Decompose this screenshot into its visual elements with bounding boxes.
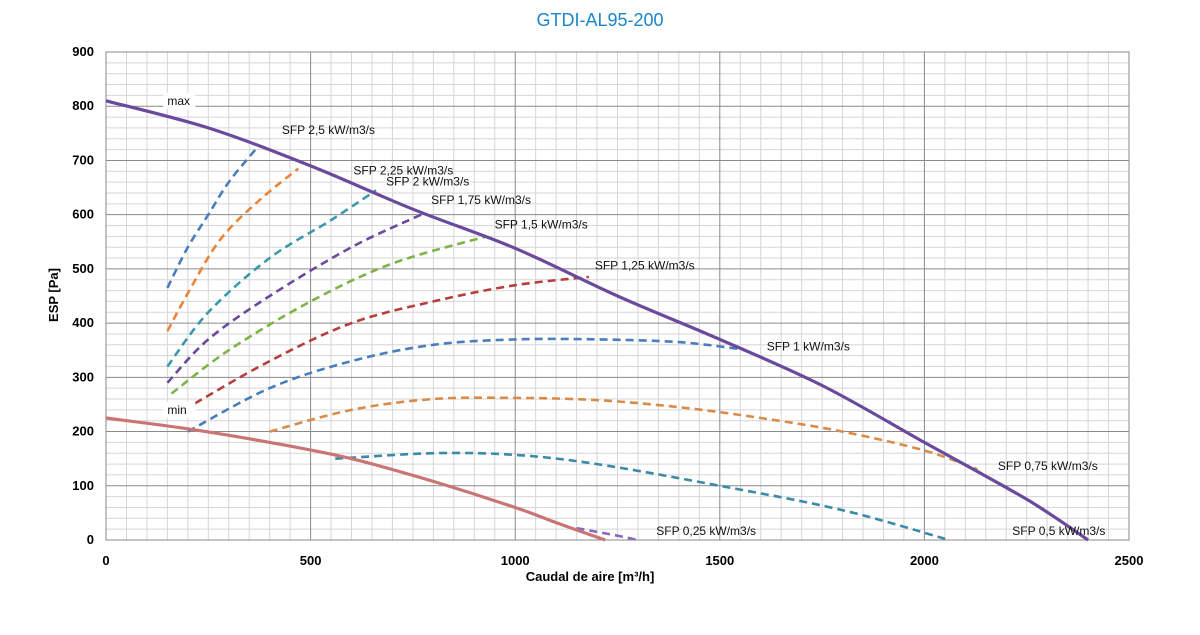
y-tick-label: 300 — [72, 369, 94, 384]
sfp-curve-label: SFP 1,75 kW/m3/s — [431, 193, 531, 207]
series-line-sfp-2-25-kw-m3-s — [166, 167, 300, 332]
sfp-curve-label: SFP 1,25 kW/m3/s — [595, 258, 695, 272]
x-tick-label: 1500 — [705, 553, 734, 568]
sfp-curve-label: SFP 0,25 kW/m3/s — [656, 524, 756, 538]
series-line-sfp-2-5-kw-m3-s — [166, 148, 257, 289]
x-axis-label: Caudal de aire [m³/h] — [526, 569, 655, 584]
y-tick-label: 0 — [87, 532, 94, 547]
sfp-curve-label: SFP 2,5 kW/m3/s — [282, 123, 375, 137]
series-line-sfp-2-kw-m3-s — [166, 189, 377, 368]
chart-title: GTDI-AL95-200 — [536, 10, 663, 30]
y-tick-label: 700 — [72, 152, 94, 167]
y-tick-label: 400 — [72, 315, 94, 330]
y-tick-label: 900 — [72, 44, 94, 59]
sfp-curve-label: SFP 0,5 kW/m3/s — [1012, 524, 1105, 538]
sfp-curve-label: SFP 1 kW/m3/s — [767, 340, 850, 354]
label-backdrop — [163, 401, 196, 418]
sfp-curve-label: SFP 2,25 kW/m3/s — [353, 163, 453, 177]
curve-label-max: max — [167, 94, 190, 108]
grid — [105, 51, 1130, 541]
axes: 0 500 1000 1500 2000 2500 0 100 200 300 400 500 600 7… — [72, 44, 1143, 568]
curve-label-min: min — [167, 403, 186, 417]
series-line-sfp-1-kw-m3-s — [187, 337, 741, 433]
series-line-sfp-1-25-kw-m3-s — [183, 275, 590, 412]
sfp-curve-label: SFP 0,75 kW/m3/s — [998, 459, 1098, 473]
series-line-sfp-1-75-kw-m3-s — [166, 213, 422, 384]
y-axis-label: ESP [Pa] — [46, 268, 61, 322]
y-tick-label: 200 — [72, 424, 94, 439]
series-line-max — [105, 99, 1089, 542]
x-tick-label: 0 — [102, 553, 109, 568]
series-line-sfp-0-25-kw-m3-s — [576, 526, 639, 542]
x-tick-label: 2000 — [910, 553, 939, 568]
series-line-min — [105, 416, 606, 542]
x-tick-label: 500 — [300, 553, 322, 568]
x-tick-label: 2500 — [1115, 553, 1144, 568]
sfp-curve-label: SFP 1,5 kW/m3/s — [495, 218, 588, 232]
sfp-curve-label: SFP 2 kW/m3/s — [386, 174, 469, 188]
plot-border — [105, 51, 1130, 541]
y-tick-label: 800 — [72, 98, 94, 113]
y-tick-label: 500 — [72, 261, 94, 276]
y-tick-label: 100 — [72, 478, 94, 493]
y-tick-label: 600 — [72, 207, 94, 222]
series-line-sfp-1-5-kw-m3-s — [170, 235, 487, 395]
series-line-sfp-0-75-kw-m3-s — [269, 396, 979, 471]
series-group — [105, 99, 1089, 542]
x-tick-label: 1000 — [501, 553, 530, 568]
label-backdrop — [163, 92, 196, 109]
series-line-sfp-0-5-kw-m3-s — [335, 451, 950, 542]
